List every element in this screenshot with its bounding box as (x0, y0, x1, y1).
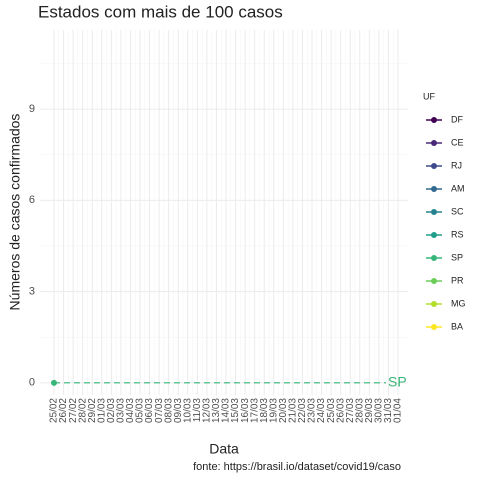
x-tick-label: 25/02 (49, 398, 60, 423)
x-tick-label: 30/03 (374, 398, 385, 423)
end-label: SP (388, 374, 407, 390)
x-tick-label: 29/02 (87, 398, 98, 423)
x-tick-label: 19/03 (268, 398, 279, 423)
legend-key-point (431, 117, 437, 123)
legend-key-point (431, 324, 437, 330)
legend-key-point (431, 278, 437, 284)
x-tick-label: 20/03 (278, 398, 289, 423)
legend-key-point (431, 140, 437, 146)
legend-key-point (431, 232, 437, 238)
x-tick-label: 04/03 (125, 398, 136, 423)
x-tick-label: 26/03 (335, 398, 346, 423)
y-tick-label: 6 (29, 194, 35, 206)
x-tick-label: 11/03 (192, 398, 203, 423)
legend-key-point (431, 255, 437, 261)
x-tick-label: 21/03 (288, 398, 299, 423)
x-tick-label: 14/03 (221, 398, 232, 423)
x-tick-label: 05/03 (135, 398, 146, 423)
legend-label: PR (451, 275, 464, 285)
x-tick-label: 03/03 (116, 398, 127, 423)
x-tick-label: 15/03 (230, 398, 241, 423)
y-axis-label: Números de casos confirmados (7, 114, 23, 311)
x-tick-label: 13/03 (211, 398, 222, 423)
x-tick-label: 17/03 (249, 398, 260, 423)
x-tick-label: 16/03 (240, 398, 251, 423)
legend-label: SP (451, 252, 463, 262)
legend-key-point (431, 163, 437, 169)
x-tick-label: 08/03 (163, 398, 174, 423)
caption: fonte: https://brasil.io/dataset/covid19… (193, 461, 401, 473)
legend-label: DF (451, 114, 463, 124)
x-tick-label: 01/03 (96, 398, 107, 423)
legend-label: RJ (451, 160, 462, 170)
x-tick-label: 24/03 (316, 398, 327, 423)
x-tick-label: 10/03 (182, 398, 193, 423)
x-tick-label: 26/02 (58, 398, 69, 423)
x-tick-label: 06/03 (144, 398, 155, 423)
x-tick-label: 28/02 (77, 398, 88, 423)
legend-label: RS (451, 229, 464, 239)
x-tick-label: 09/03 (173, 398, 184, 423)
x-tick-label: 23/03 (307, 398, 318, 423)
x-tick-label: 22/03 (297, 398, 308, 423)
x-tick-label: 01/04 (393, 398, 404, 423)
x-tick-label: 12/03 (202, 398, 213, 423)
x-tick-label: 18/03 (259, 398, 270, 423)
chart-title: Estados com mais de 100 casos (38, 2, 283, 21)
x-tick-label: 29/03 (364, 398, 375, 423)
legend-label: CE (451, 137, 464, 147)
legend-label: SC (451, 206, 464, 216)
legend-label: AM (451, 183, 465, 193)
x-tick-label: 31/03 (383, 398, 394, 423)
legend-label: BA (451, 321, 463, 331)
x-tick-label: 25/03 (326, 398, 337, 423)
legend-title: UF (423, 91, 435, 101)
x-axis-label: Data (209, 441, 239, 457)
x-tick-label: 02/03 (106, 398, 117, 423)
y-tick-label: 0 (29, 377, 35, 389)
legend-label: MG (451, 298, 466, 308)
legend-key-point (431, 186, 437, 192)
y-tick-label: 3 (29, 285, 35, 297)
x-tick-label: 27/02 (68, 398, 79, 423)
legend-key-point (431, 301, 437, 307)
y-tick-label: 9 (29, 103, 35, 115)
x-tick-label: 27/03 (345, 398, 356, 423)
x-tick-label: 28/03 (354, 398, 365, 423)
legend-key-point (431, 209, 437, 215)
x-tick-label: 07/03 (154, 398, 165, 423)
